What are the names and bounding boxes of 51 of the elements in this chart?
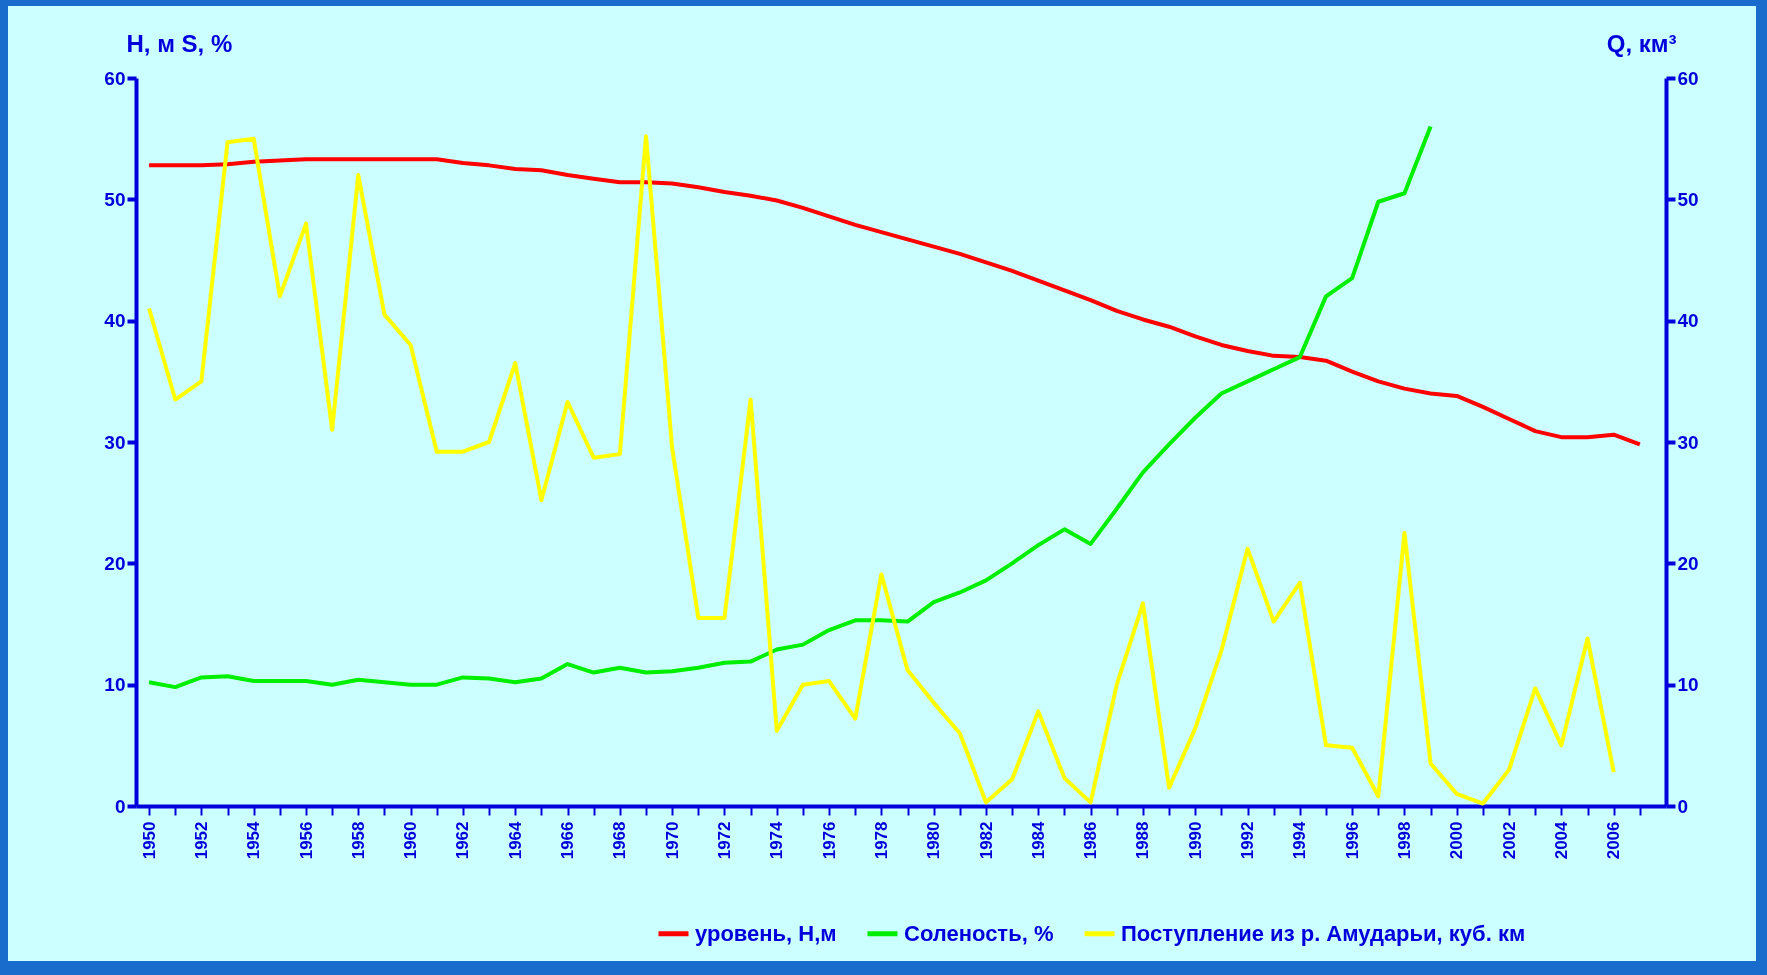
y-tick-label: 0 (114, 795, 126, 817)
y-axis-title: H, м S, % (126, 29, 233, 57)
x-tick-label: 2000 (1447, 821, 1467, 860)
x-tick-label: 1950 (139, 821, 159, 860)
x-tick-label: 1976 (819, 821, 839, 860)
x-tick-label: 1972 (714, 821, 734, 860)
y2-tick-label: 30 (1677, 431, 1699, 453)
y2-tick-label: 60 (1677, 67, 1699, 89)
y2-tick-label: 0 (1677, 795, 1689, 817)
x-tick-label: 1978 (871, 821, 891, 860)
y2-tick-label: 50 (1677, 188, 1699, 210)
y-tick-label: 40 (104, 310, 126, 332)
legend-label: Соленость, % (904, 920, 1054, 946)
x-tick-label: 1956 (296, 821, 316, 860)
line-series (147, 157, 1642, 447)
y2-tick-label: 40 (1677, 310, 1699, 332)
x-tick-label: 1968 (610, 821, 630, 860)
x-tick-label: 1982 (976, 821, 996, 860)
x-tick-label: 1988 (1133, 821, 1153, 860)
x-tick-label: 1980 (924, 821, 944, 860)
line-series (147, 134, 1616, 806)
x-tick-label: 2006 (1604, 821, 1624, 860)
x-tick-label: 2004 (1551, 820, 1571, 860)
y-tick-label: 50 (104, 188, 126, 210)
x-tick-label: 1996 (1342, 821, 1362, 860)
x-tick-label: 1952 (191, 821, 211, 860)
x-tick-label: 1962 (453, 821, 473, 860)
legend-label: уровень, Н,м (695, 920, 837, 946)
y-tick-label: 60 (104, 67, 126, 89)
y2-axis-title: Q, км³ (1606, 29, 1677, 57)
x-tick-label: 1990 (1185, 821, 1205, 860)
x-tick-label: 1984 (1028, 820, 1048, 860)
y-tick-label: 20 (104, 552, 126, 574)
x-tick-label: 1964 (505, 820, 525, 860)
x-tick-label: 1954 (244, 820, 264, 860)
y-tick-label: 10 (104, 674, 126, 696)
legend-label: Поступление из р. Амударьи, куб. км (1121, 920, 1526, 946)
x-tick-label: 1966 (558, 821, 578, 860)
x-tick-label: 1998 (1394, 821, 1414, 860)
x-tick-label: 2002 (1499, 821, 1519, 860)
y-tick-label: 30 (104, 431, 126, 453)
x-tick-label: 1986 (1081, 821, 1101, 860)
x-tick-label: 1970 (662, 821, 682, 860)
y2-tick-label: 10 (1677, 674, 1699, 696)
line-series (147, 124, 1433, 690)
x-tick-label: 1960 (401, 821, 421, 860)
x-tick-label: 1974 (767, 820, 787, 860)
x-tick-label: 1958 (348, 821, 368, 860)
x-tick-label: 1992 (1238, 821, 1258, 860)
x-tick-label: 1994 (1290, 820, 1310, 860)
y2-tick-label: 20 (1677, 552, 1699, 574)
